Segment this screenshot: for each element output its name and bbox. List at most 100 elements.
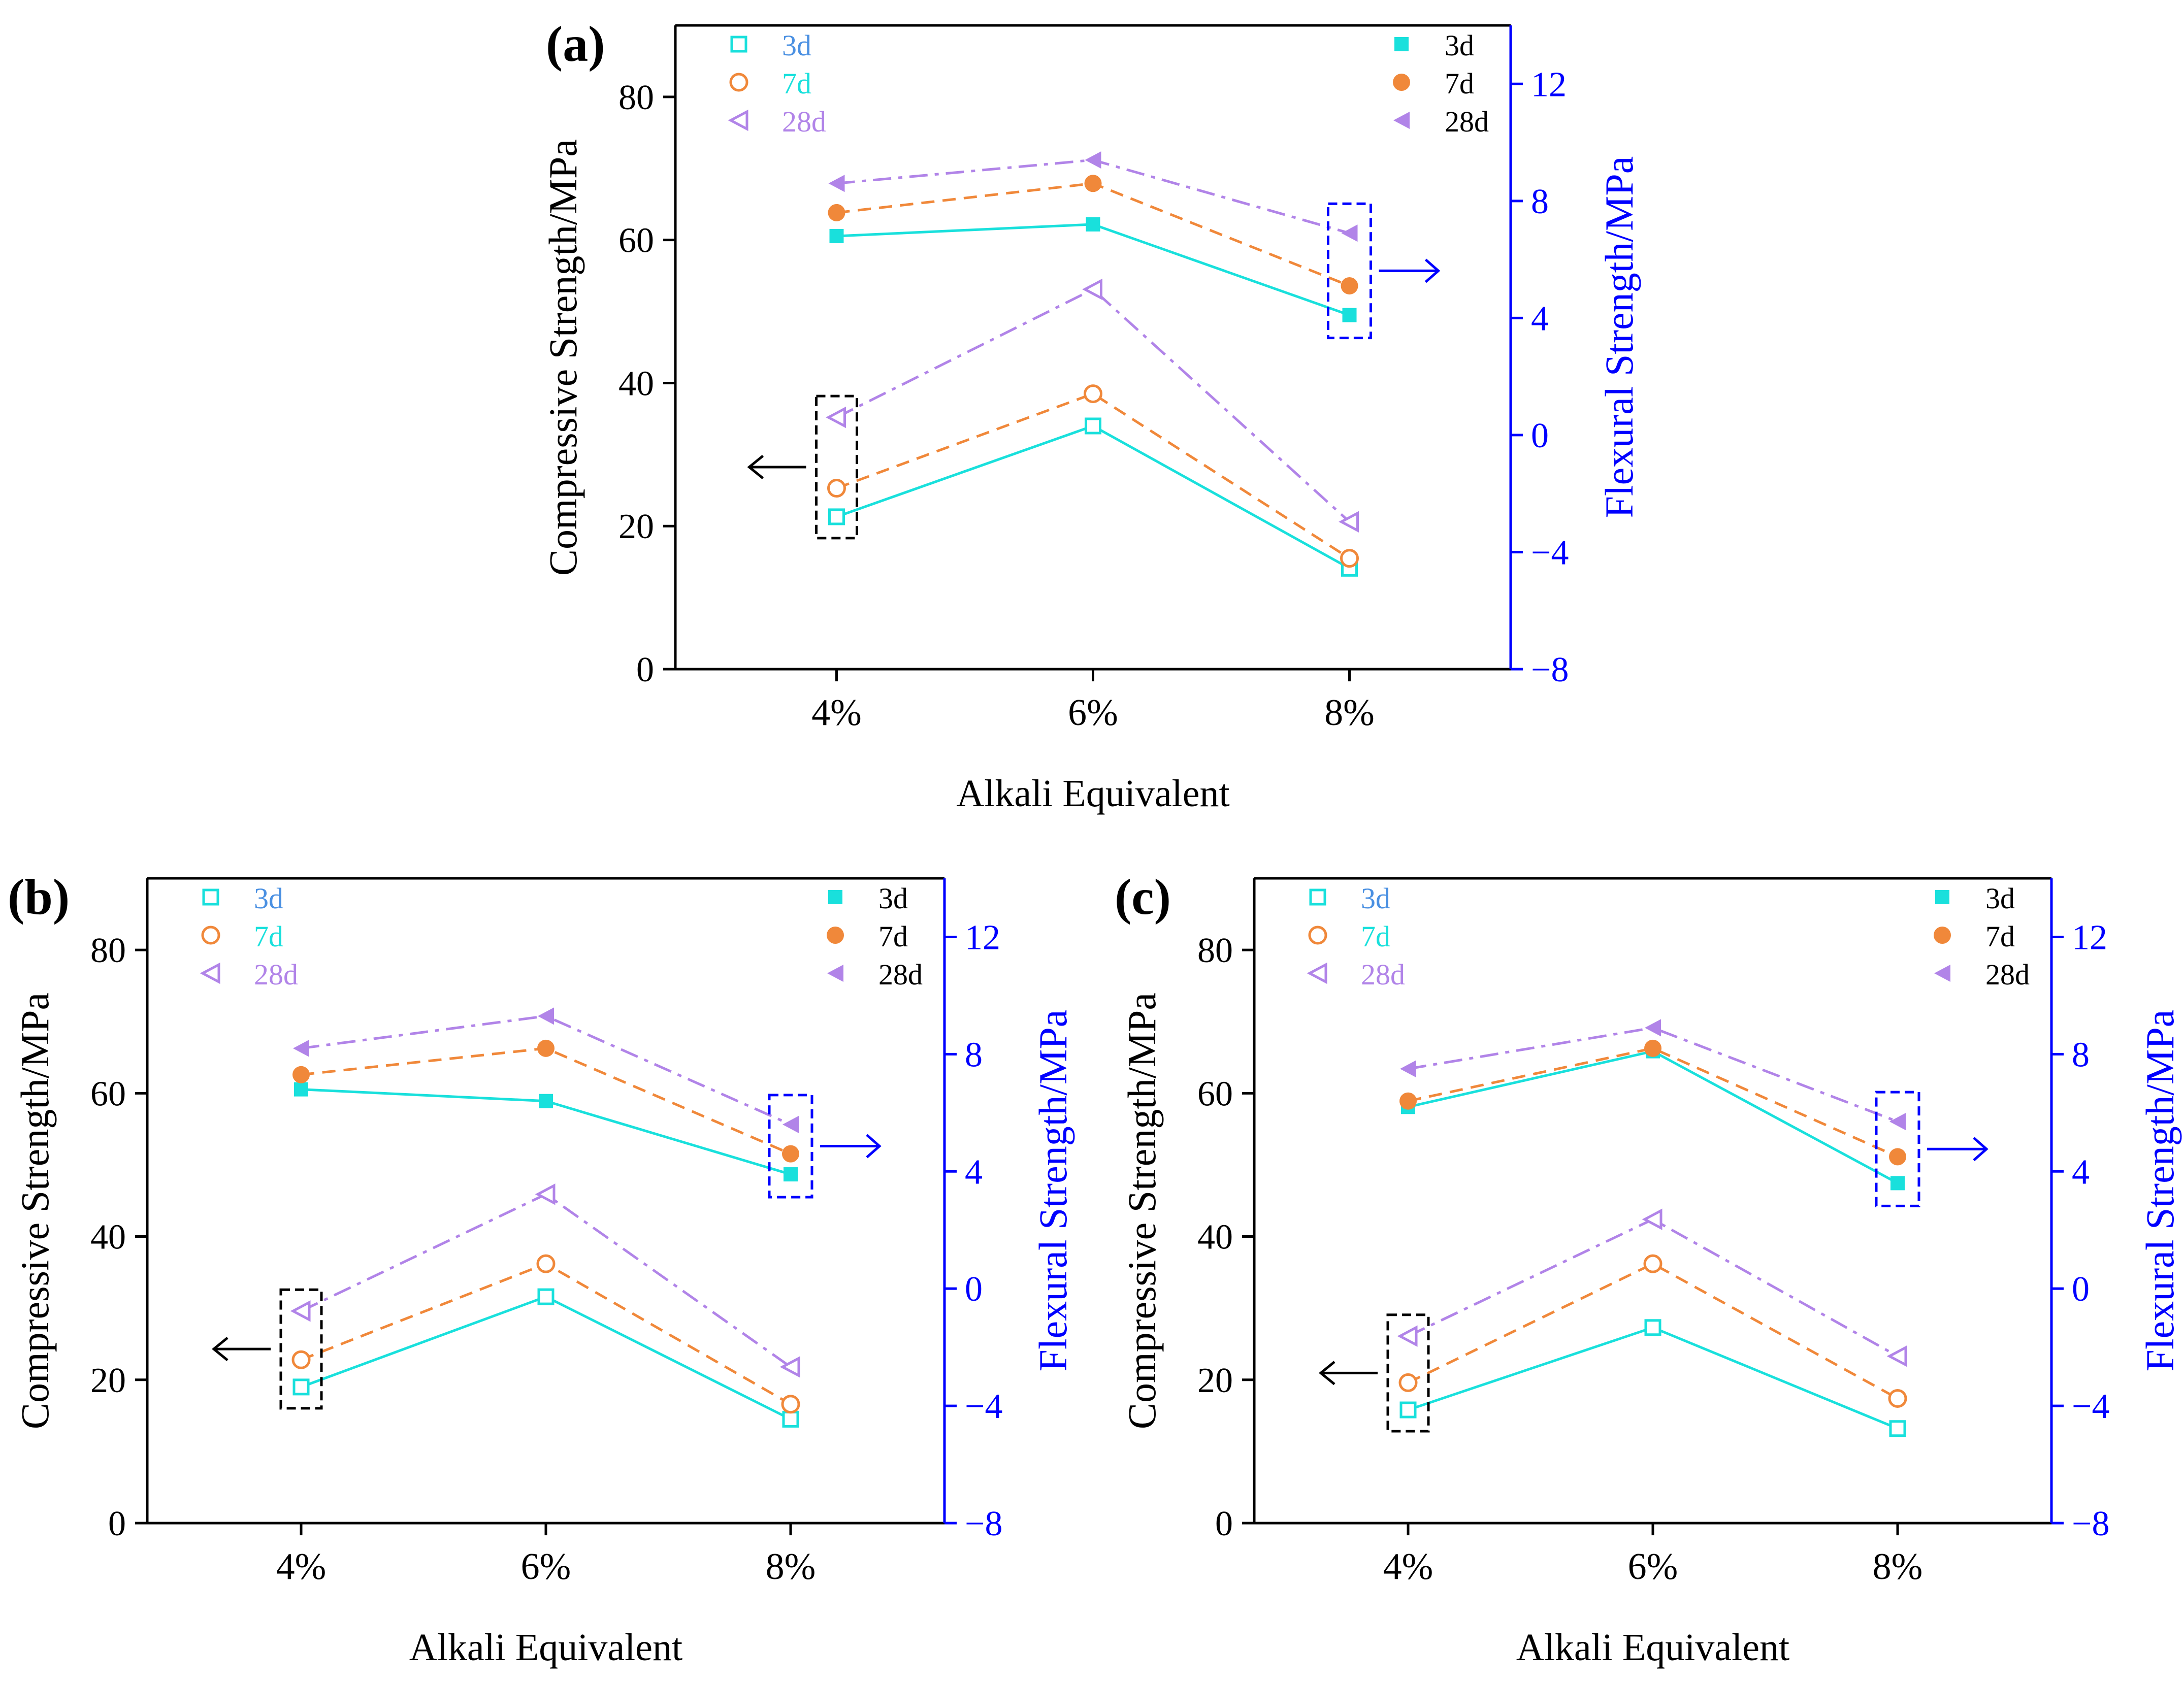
- flexural-point-7d: [292, 1066, 310, 1083]
- compressive-point-7d: [1643, 1254, 1663, 1273]
- x-tick-label: 4%: [276, 1546, 327, 1588]
- compressive-point-28d: [826, 406, 846, 429]
- compressive-point-7d: [536, 1254, 556, 1273]
- right-tick-label: −8: [965, 1504, 1002, 1543]
- x-axis-title: Alkali Equivalent: [956, 772, 1229, 815]
- compressive-point-28d: [535, 1183, 556, 1205]
- flexural-point-3d: [1086, 217, 1100, 232]
- flexural-highlight-box: [1327, 202, 1373, 340]
- legend-right-marker: [1934, 965, 1950, 982]
- x-axis-title: Alkali Equivalent: [409, 1626, 682, 1669]
- compressive-point-7d: [1340, 549, 1359, 568]
- right-tick-label: −4: [1531, 533, 1569, 572]
- left-tick-label: 0: [108, 1504, 126, 1543]
- legend-right-label: 3d: [1985, 882, 2015, 915]
- right-tick-label: 4: [2072, 1152, 2090, 1192]
- flexural-point-7d: [781, 1145, 799, 1163]
- flexural-point-28d: [1645, 1019, 1661, 1037]
- legend-left-marker: [201, 926, 220, 945]
- legend-right-marker: [827, 965, 843, 982]
- legend-left-label: 28d: [1361, 958, 1405, 991]
- compressive-point-28d: [1082, 278, 1102, 301]
- left-tick-label: 60: [90, 1074, 126, 1113]
- compressive-highlight-box: [814, 394, 858, 540]
- legend-left-label: 7d: [782, 67, 811, 100]
- y-axis-title-left: Compressive Strength/MPa: [541, 139, 585, 576]
- legend-right-label: 7d: [1985, 920, 2015, 953]
- right-tick-label: −8: [1531, 650, 1569, 689]
- flexural-point-3d: [829, 228, 844, 243]
- compressive-line-28d: [300, 1193, 792, 1368]
- flexural-line-7d: [836, 182, 1350, 287]
- compressive-point-28d: [779, 1356, 800, 1378]
- compressive-point-28d: [1886, 1345, 1907, 1367]
- compressive-arrow-head: [747, 455, 764, 479]
- flexural-point-28d: [538, 1007, 554, 1025]
- panel-label: (b): [8, 869, 70, 925]
- flexural-line-7d: [1408, 1047, 1899, 1158]
- left-tick-label: 0: [636, 650, 654, 689]
- legend-right-marker: [828, 890, 842, 904]
- legend-left-label: 28d: [782, 105, 826, 138]
- left-tick-label: 80: [90, 931, 126, 970]
- left-tick-label: 40: [90, 1218, 126, 1257]
- compressive-point-28d: [290, 1300, 311, 1322]
- flexural-point-7d: [1644, 1039, 1661, 1057]
- compressive-point-3d: [1644, 1319, 1661, 1336]
- compressive-arrow-head: [1319, 1361, 1335, 1386]
- x-tick-label: 8%: [1324, 692, 1375, 734]
- compressive-point-3d: [292, 1378, 310, 1396]
- compressive-point-3d: [1399, 1401, 1417, 1419]
- flexural-point-7d: [1888, 1148, 1906, 1166]
- chart-panel-3: 0 20 40 60 80 −8 −4 0 4 8 12 4% 6% 8% Alkali Equivalen…: [1115, 869, 2182, 1669]
- right-tick-label: 0: [1531, 416, 1549, 455]
- flexural-point-3d: [1342, 308, 1357, 322]
- legend-right-label: 7d: [878, 920, 908, 953]
- y-axis-title-left: Compressive Strength/MPa: [13, 993, 57, 1429]
- flexural-point-7d: [1084, 175, 1102, 192]
- flexural-point-7d: [828, 204, 845, 221]
- right-tick-label: 4: [1531, 299, 1549, 338]
- left-tick-label: 40: [618, 364, 654, 403]
- y-axis-title-right: Flexural Strength/MPa: [1031, 1010, 1075, 1372]
- right-tick-label: 12: [1531, 65, 1567, 104]
- legend-left-marker: [730, 36, 747, 53]
- flexural-highlight-box: [1875, 1091, 1920, 1207]
- legend-right-marker: [1393, 74, 1410, 91]
- compressive-point-7d: [291, 1350, 311, 1369]
- legend-right-marker: [1393, 112, 1410, 129]
- compressive-point-7d: [1398, 1373, 1418, 1392]
- left-tick-label: 60: [1197, 1074, 1233, 1113]
- y-axis-title-right: Flexural Strength/MPa: [2138, 1010, 2182, 1372]
- legend-right-marker: [1935, 890, 1949, 904]
- legend-left-label: 3d: [1361, 882, 1390, 915]
- flexural-point-3d: [294, 1082, 309, 1097]
- compressive-highlight-box: [279, 1288, 323, 1410]
- right-tick-label: −4: [965, 1387, 1002, 1426]
- x-tick-label: 6%: [1068, 692, 1118, 734]
- flexural-arrow-head: [1973, 1137, 1989, 1162]
- legend-right-label: 3d: [878, 882, 908, 915]
- flexural-point-28d: [828, 175, 845, 192]
- flexural-arrow-head: [1424, 258, 1441, 283]
- flexural-point-3d: [539, 1094, 553, 1108]
- left-tick-label: 60: [618, 221, 654, 260]
- y-axis-title-right: Flexural Strength/MPa: [1597, 156, 1641, 518]
- flexural-line-3d: [1408, 1049, 1899, 1184]
- right-tick-label: 12: [2072, 918, 2107, 957]
- compressive-line-3d: [836, 424, 1350, 570]
- x-tick-label: 8%: [1873, 1546, 1923, 1588]
- right-tick-label: 8: [1531, 182, 1549, 221]
- left-tick-label: 80: [1197, 931, 1233, 970]
- y-axis-title-left: Compressive Strength/MPa: [1120, 993, 1164, 1429]
- flexural-point-7d: [1399, 1092, 1417, 1110]
- panel-label: (a): [546, 16, 605, 72]
- compressive-line-7d: [1407, 1262, 1899, 1400]
- legend-right-label: 28d: [878, 958, 923, 991]
- chart-panel-1: 0 20 40 60 80 −8 −4 0 4 8 12 4% 6% 8% Alkali Equivalen…: [541, 16, 1641, 815]
- flexural-point-28d: [293, 1039, 310, 1057]
- legend-left-marker: [729, 73, 748, 92]
- compressive-point-3d: [537, 1288, 555, 1305]
- right-tick-label: −4: [2072, 1387, 2109, 1426]
